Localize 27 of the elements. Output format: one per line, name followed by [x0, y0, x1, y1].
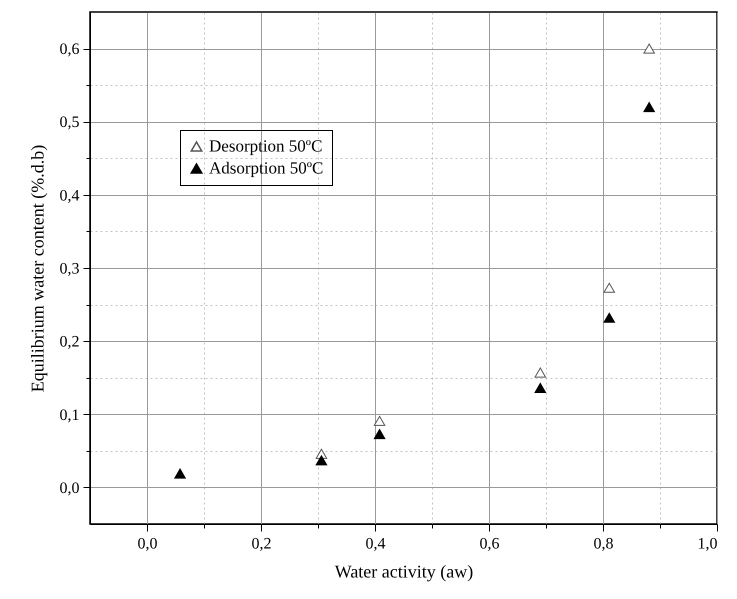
point: [374, 428, 386, 440]
y-tick-label: 0,4: [60, 187, 80, 204]
y-tick-label: 0,2: [60, 334, 80, 351]
x-tick-label: 1,0: [698, 536, 718, 552]
point: [643, 102, 655, 112]
point: [534, 382, 546, 393]
point: [534, 368, 546, 378]
x-tick-label: 0,4: [366, 536, 386, 552]
legend-label: Adsorption 50ºC: [209, 158, 324, 178]
x-tick-label: 0,8: [594, 536, 614, 552]
y-tick-label: 0,6: [60, 41, 80, 58]
point: [316, 455, 328, 466]
y-axis-title: Equilibrium water content (%.d.b): [28, 144, 48, 392]
y-tick-label: 0,0: [60, 480, 80, 497]
point: [604, 312, 616, 323]
y-tick-label: 0,3: [60, 260, 80, 278]
x-tick-label: 0,6: [480, 536, 500, 552]
x-tick-label: 0,0: [138, 536, 158, 552]
y-tick-label: 0,1: [60, 406, 80, 424]
point: [643, 44, 655, 54]
y-tick-label: 0,5: [60, 114, 80, 132]
point: [174, 468, 186, 479]
legend-label: Desorption 50ºC: [209, 136, 322, 156]
point: [604, 282, 616, 293]
x-axis-title: Water activity (aw): [334, 562, 474, 582]
x-tick-label: 0,2: [252, 536, 272, 552]
point: [374, 416, 386, 426]
